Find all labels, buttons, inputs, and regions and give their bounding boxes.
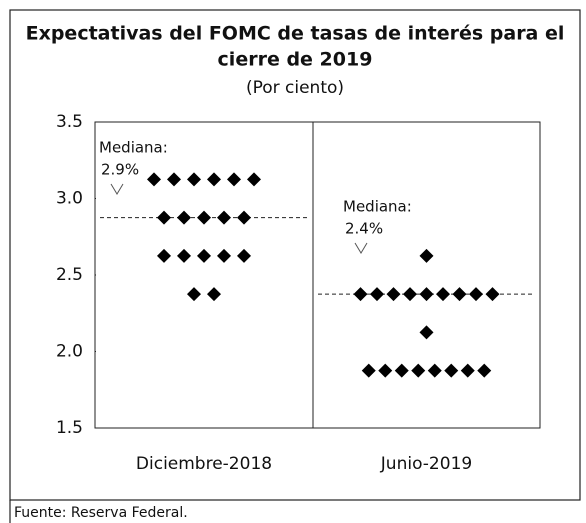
dot xyxy=(227,172,241,187)
dot xyxy=(394,363,409,378)
dot xyxy=(187,287,201,302)
median-label: 2.4% xyxy=(345,220,383,238)
chart-subtitle: (Por ciento) xyxy=(246,78,344,98)
median-pointer xyxy=(110,183,124,195)
y-tick-label: 2.0 xyxy=(56,342,83,362)
dot xyxy=(361,363,376,378)
dot xyxy=(157,210,171,225)
chart-title: cierre de 2019 xyxy=(218,49,373,71)
dot xyxy=(477,363,492,378)
dot xyxy=(167,172,181,187)
dot xyxy=(436,287,450,302)
y-tick-label: 3.5 xyxy=(56,112,83,132)
y-tick-label: 1.5 xyxy=(56,418,83,438)
dot xyxy=(247,172,261,187)
frame xyxy=(9,9,581,501)
dot xyxy=(419,248,434,263)
dot xyxy=(237,210,251,225)
dot xyxy=(217,210,231,225)
dot xyxy=(187,172,201,187)
dot xyxy=(197,210,211,225)
y-tick-label: 3.0 xyxy=(56,189,83,209)
dot xyxy=(403,287,417,302)
y-tick-label: 2.5 xyxy=(56,265,83,285)
dot xyxy=(419,287,434,302)
dot xyxy=(386,287,401,302)
dot xyxy=(469,287,483,302)
dot xyxy=(411,363,426,378)
dot xyxy=(207,172,221,187)
median-title: Mediana: xyxy=(99,139,168,157)
dot xyxy=(427,363,442,378)
dot xyxy=(177,210,191,225)
plot-area xyxy=(94,121,541,429)
dot xyxy=(485,287,500,302)
dot xyxy=(147,172,161,187)
chart-title: Expectativas del FOMC de tasas de interé… xyxy=(26,23,565,45)
dot xyxy=(207,287,221,302)
median-title: Mediana: xyxy=(343,198,412,216)
dot xyxy=(452,287,467,302)
x-tick-label: Junio-2019 xyxy=(380,454,472,474)
source-note: Fuente: Reserva Federal. xyxy=(14,505,188,521)
median-pointer xyxy=(354,242,368,254)
dot xyxy=(157,248,171,263)
dot xyxy=(353,287,368,302)
x-tick-label: Diciembre-2018 xyxy=(136,454,272,474)
dot xyxy=(370,287,384,302)
dot xyxy=(217,248,231,263)
dot xyxy=(460,363,475,378)
dot xyxy=(197,248,211,263)
dot xyxy=(177,248,191,263)
dot xyxy=(419,325,434,340)
dot xyxy=(237,248,251,263)
dot xyxy=(444,363,459,378)
median-label: 2.9% xyxy=(101,161,139,179)
dot xyxy=(378,363,393,378)
